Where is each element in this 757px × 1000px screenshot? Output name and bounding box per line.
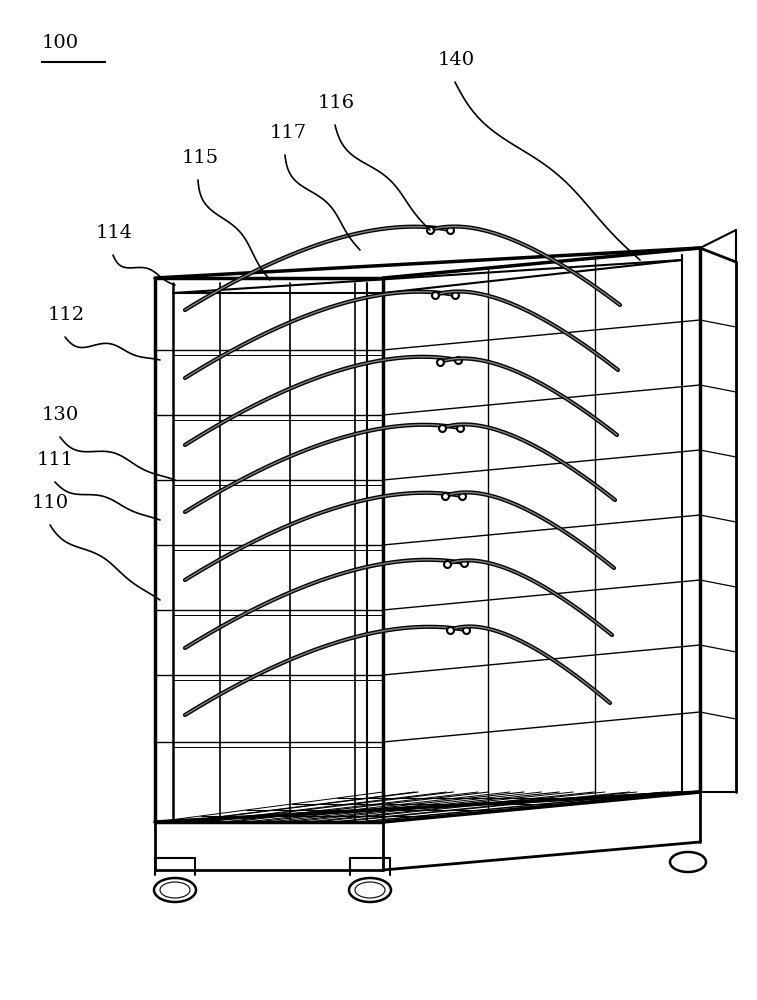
Text: 100: 100 — [42, 34, 79, 52]
Text: 130: 130 — [42, 406, 79, 424]
Text: 117: 117 — [270, 124, 307, 142]
Text: 111: 111 — [37, 451, 74, 469]
Text: 140: 140 — [438, 51, 475, 69]
Text: 112: 112 — [48, 306, 85, 324]
Text: 116: 116 — [318, 94, 355, 112]
Text: 114: 114 — [96, 224, 133, 242]
Text: 110: 110 — [32, 494, 69, 512]
Text: 115: 115 — [182, 149, 219, 167]
